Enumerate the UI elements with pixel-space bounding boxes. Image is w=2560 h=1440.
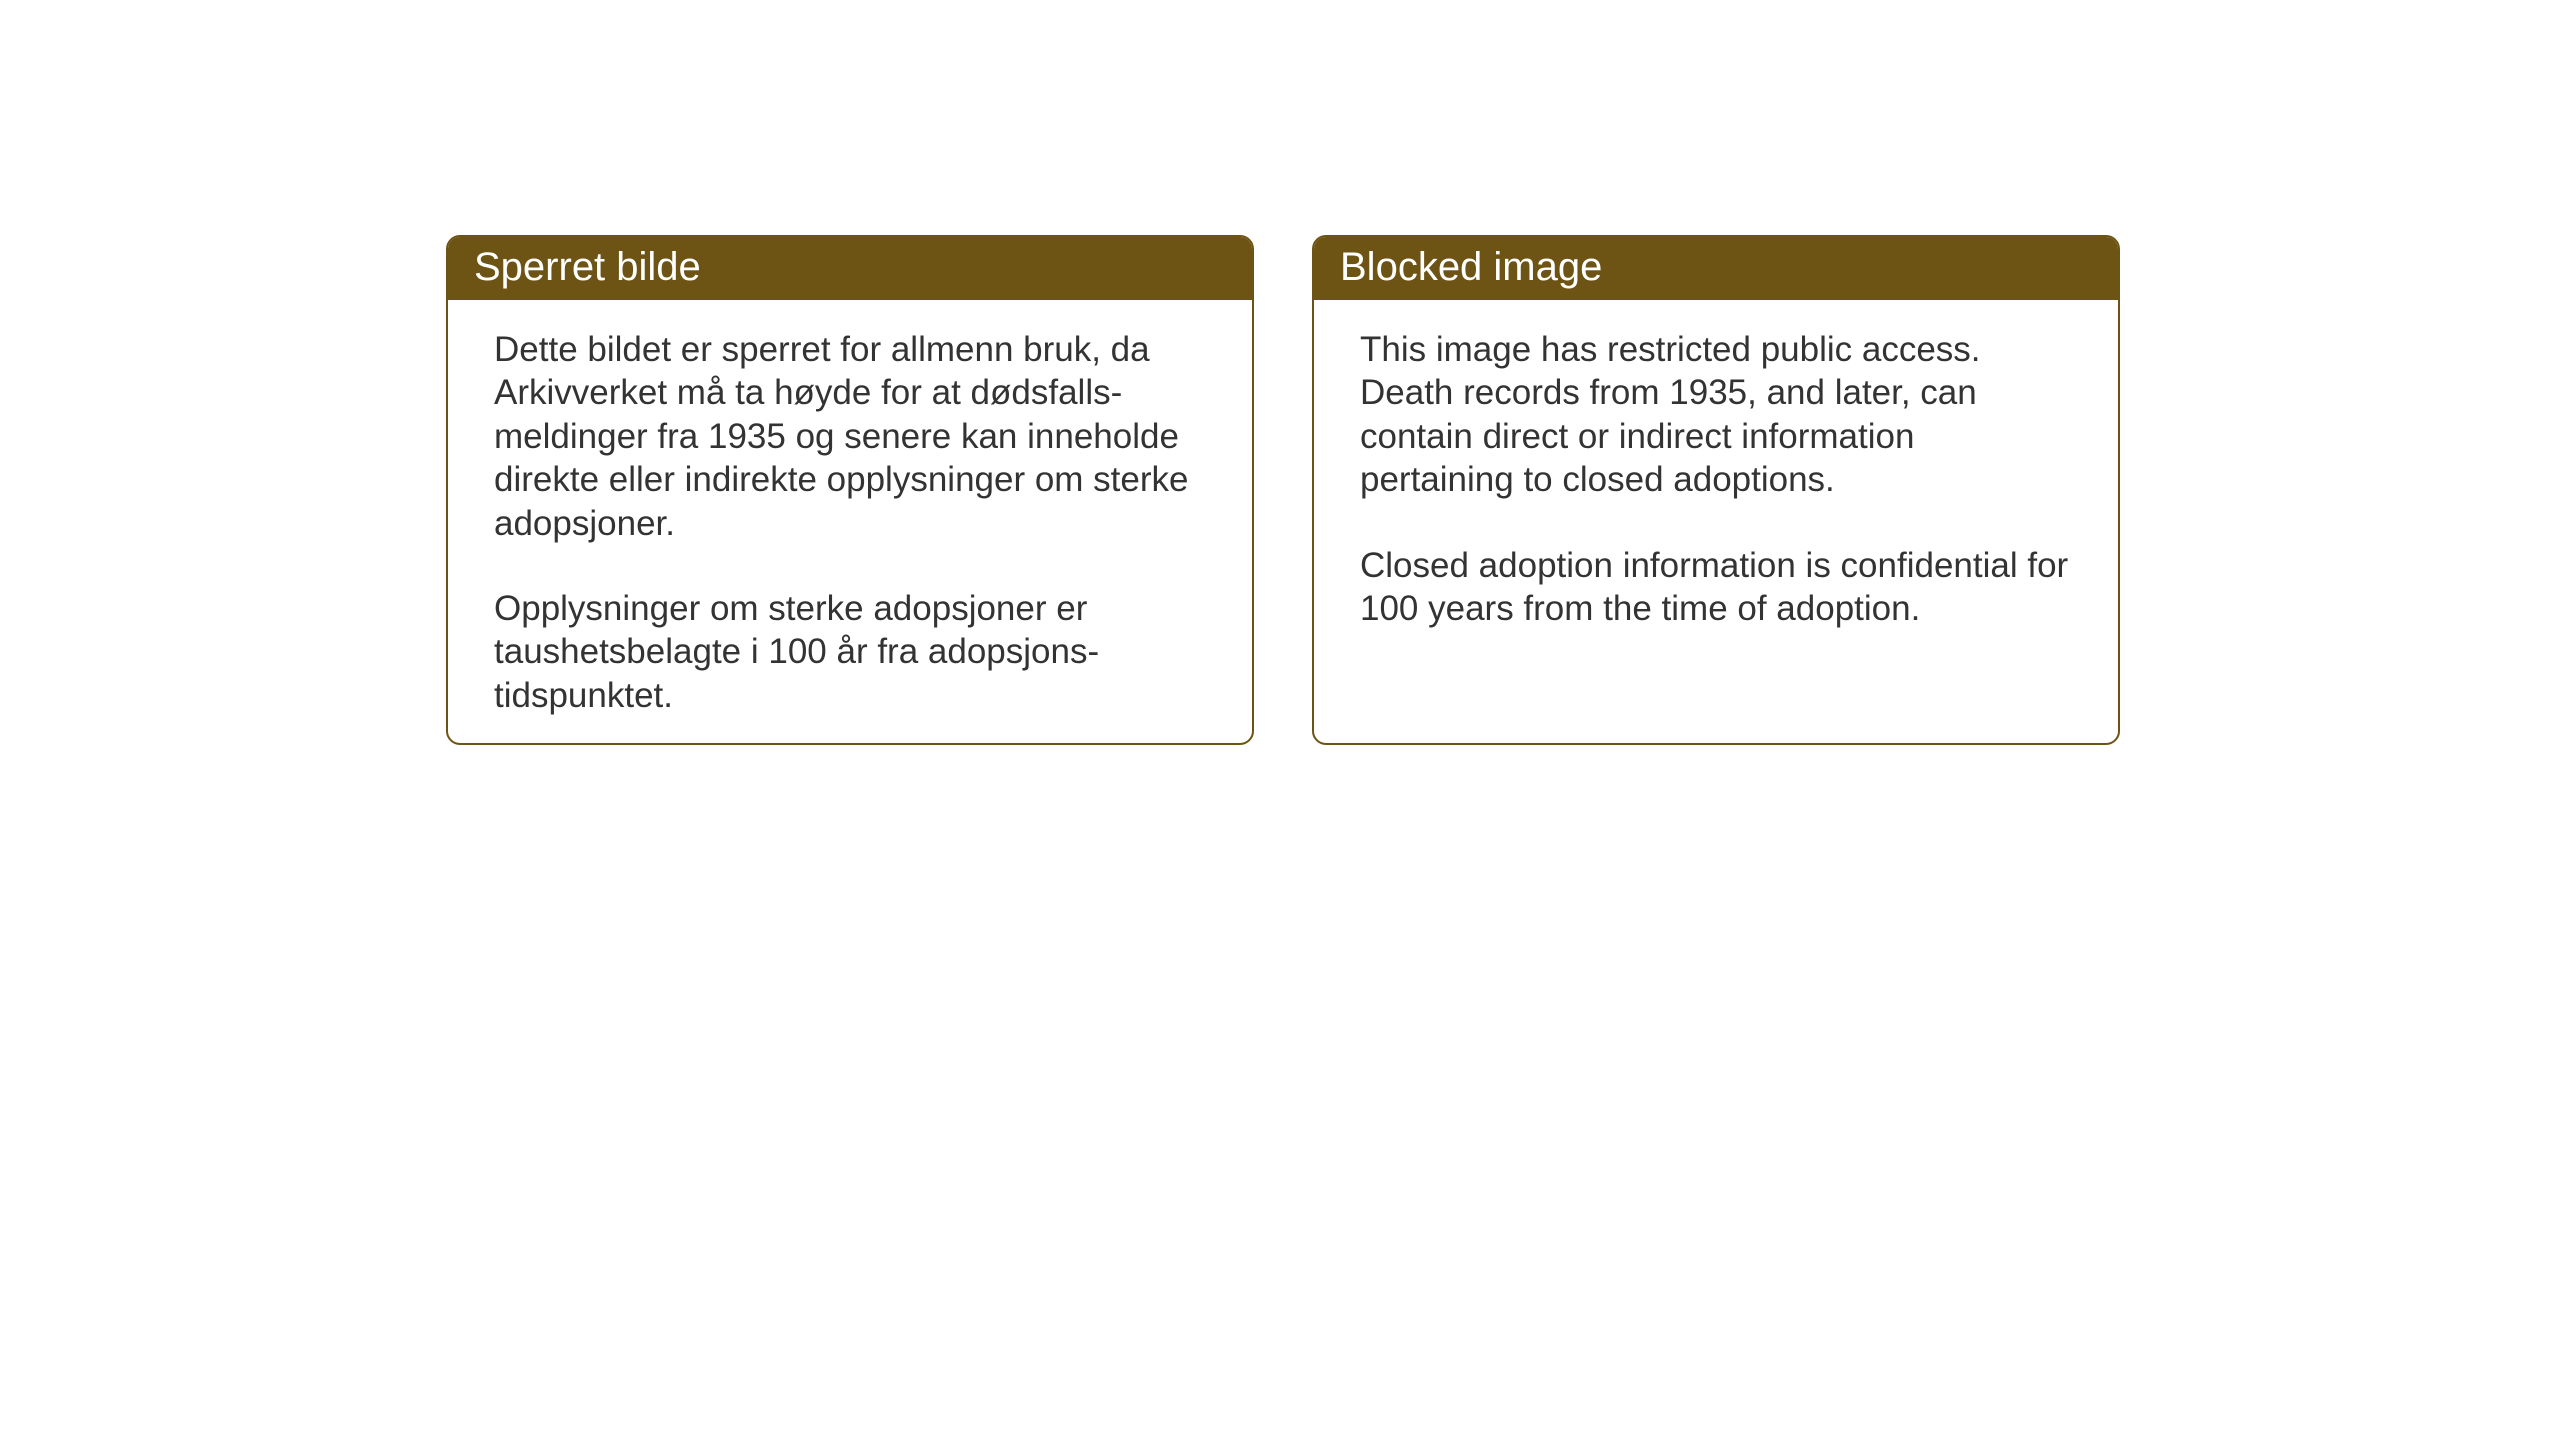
card-paragraph: Dette bildet er sperret for allmenn bruk… (494, 328, 1206, 545)
card-title-norwegian: Sperret bilde (448, 237, 1252, 300)
card-title-english: Blocked image (1314, 237, 2118, 300)
card-paragraph: This image has restricted public access.… (1360, 328, 2072, 502)
card-paragraph: Closed adoption information is confident… (1360, 544, 2072, 631)
card-body-norwegian: Dette bildet er sperret for allmenn bruk… (448, 300, 1252, 745)
card-paragraph: Opplysninger om sterke adopsjoner er tau… (494, 587, 1206, 717)
notice-card-english: Blocked image This image has restricted … (1312, 235, 2120, 745)
notice-cards-container: Sperret bilde Dette bildet er sperret fo… (446, 235, 2120, 745)
card-body-english: This image has restricted public access.… (1314, 300, 2118, 658)
notice-card-norwegian: Sperret bilde Dette bildet er sperret fo… (446, 235, 1254, 745)
